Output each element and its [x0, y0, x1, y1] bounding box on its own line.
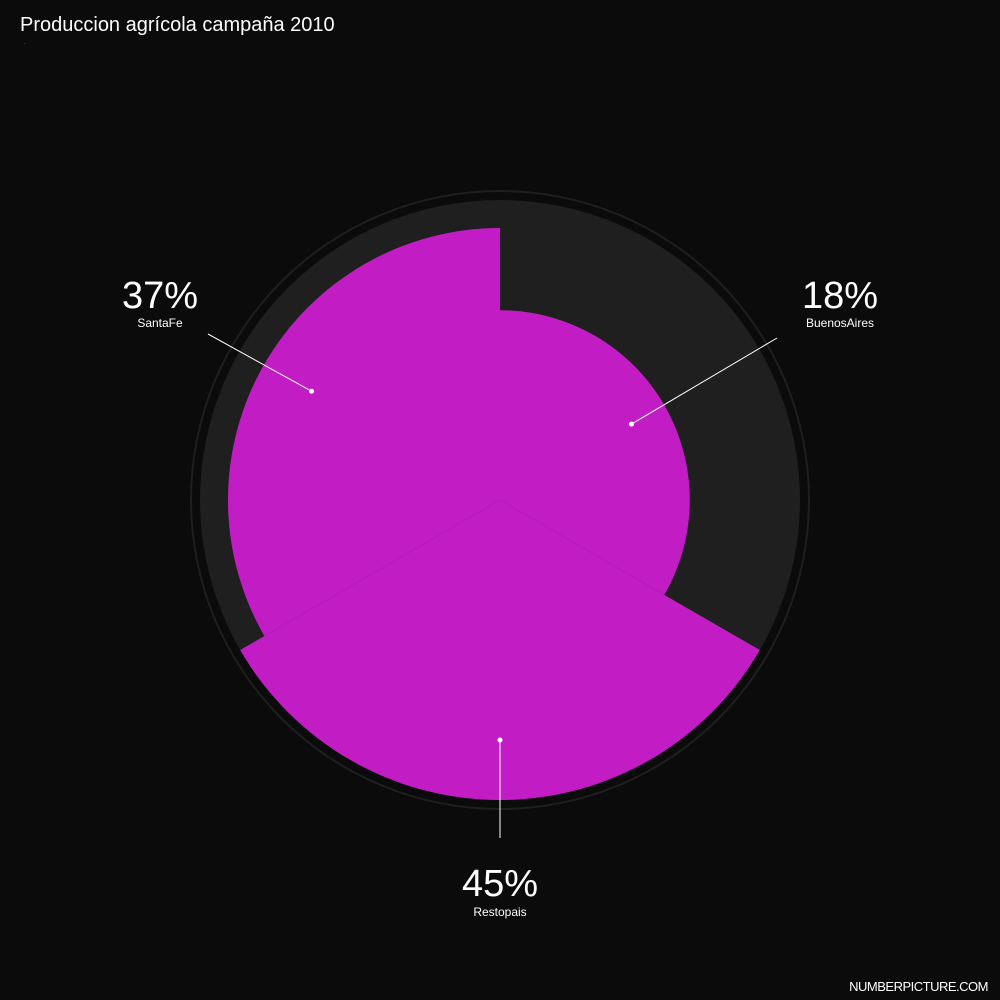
leader-line-santafe [207, 333, 312, 392]
percent-label-buenosaires: 18% [802, 275, 878, 317]
category-label-restopais: Restopais [473, 905, 526, 919]
leader-dot-buenosaires [628, 421, 634, 427]
leader-line-buenosaires [631, 337, 778, 425]
slices-group [227, 227, 760, 800]
leader-dot-restopais [497, 737, 503, 743]
chart-title: Produccion agrícola campaña 2010 [20, 14, 335, 36]
category-label-santafe: SantaFe [137, 316, 183, 330]
leader-dot-santafe [309, 388, 315, 394]
labels-group: 18%BuenosAires 45%Restopais 37%SantaFe [122, 275, 878, 919]
chart-subtitle: . [24, 40, 26, 46]
category-label-buenosaires: BuenosAires [806, 316, 874, 330]
percent-label-restopais: 45% [462, 863, 538, 905]
slice-santafe [227, 227, 501, 637]
brand-watermark: NUMBERPICTURE.COM [849, 979, 988, 994]
percent-label-santafe: 37% [122, 275, 198, 317]
slice-buenosaires [500, 310, 690, 595]
